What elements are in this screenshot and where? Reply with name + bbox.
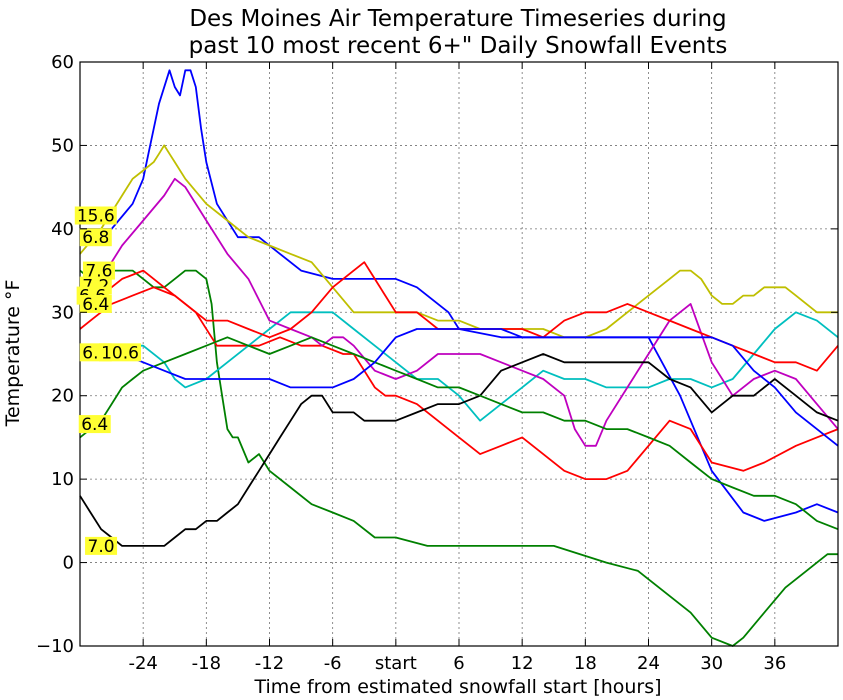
annotation-label-10: 7.0 bbox=[88, 537, 115, 557]
series-layer bbox=[79, 69, 839, 647]
annotation-label-8: 10.6 bbox=[101, 343, 139, 363]
annotation-bg bbox=[85, 536, 118, 555]
x-tick-label: start bbox=[375, 653, 417, 674]
annotation-bg bbox=[78, 415, 111, 434]
series-line-8 bbox=[79, 261, 839, 372]
x-tick-label: 36 bbox=[763, 653, 786, 674]
series-line-1 bbox=[80, 69, 839, 522]
y-axis-label: Temperature °F bbox=[2, 280, 24, 428]
annotation-bg bbox=[79, 228, 112, 247]
x-axis-label: Time from estimated snowfall start [hour… bbox=[253, 676, 661, 698]
chart-title-line-2: past 10 most recent 6+" Daily Snowfall E… bbox=[189, 33, 728, 59]
y-tick-label: 30 bbox=[51, 302, 74, 323]
series-line-5 bbox=[79, 177, 839, 447]
x-tick-label: -6 bbox=[324, 653, 342, 674]
y-tick-label: 20 bbox=[51, 386, 74, 407]
x-tick-label: 24 bbox=[637, 653, 660, 674]
annotation-bg bbox=[99, 343, 142, 362]
series-line-6 bbox=[79, 144, 838, 339]
annotation-label-9: 6.4 bbox=[81, 415, 108, 435]
x-tick-label: 12 bbox=[511, 653, 534, 674]
series-line-3 bbox=[79, 286, 839, 481]
series-line-10 bbox=[80, 328, 839, 447]
annotation-label-1: 15.6 bbox=[77, 207, 115, 227]
tick-layer: -24 -18 -12 -6 start 6 12 18 24 30 36 −10 0 10 20 30 40 5… bbox=[36, 52, 838, 674]
y-tick-label: 10 bbox=[51, 469, 74, 490]
annotation-label-6: 6.4 bbox=[82, 295, 109, 315]
annotation-layer: 15.66.87.67.26.66.46.010.66.47.0 bbox=[74, 206, 142, 557]
annotation-label-3: 7.6 bbox=[85, 262, 112, 282]
x-tick-label: 30 bbox=[700, 653, 723, 674]
annotation-label-2: 6.8 bbox=[82, 228, 109, 248]
chart-title-line-1: Des Moines Air Temperature Timeseries du… bbox=[189, 6, 726, 32]
x-tick-label: 6 bbox=[453, 653, 464, 674]
y-tick-label: 0 bbox=[63, 553, 74, 574]
x-tick-label: 18 bbox=[574, 653, 597, 674]
x-tick-label: -12 bbox=[255, 653, 284, 674]
x-tick-label: -24 bbox=[128, 653, 157, 674]
y-tick-label: 40 bbox=[51, 219, 74, 240]
x-tick-label: -18 bbox=[192, 653, 221, 674]
annotation-bg bbox=[74, 206, 117, 225]
series-line-7 bbox=[79, 353, 839, 547]
y-tick-label: −10 bbox=[36, 636, 74, 657]
annotation-bg bbox=[79, 294, 112, 313]
y-tick-label: 50 bbox=[51, 135, 74, 156]
annotation-bg bbox=[82, 261, 115, 280]
series-line-2 bbox=[79, 269, 838, 647]
y-tick-label: 60 bbox=[51, 52, 74, 73]
